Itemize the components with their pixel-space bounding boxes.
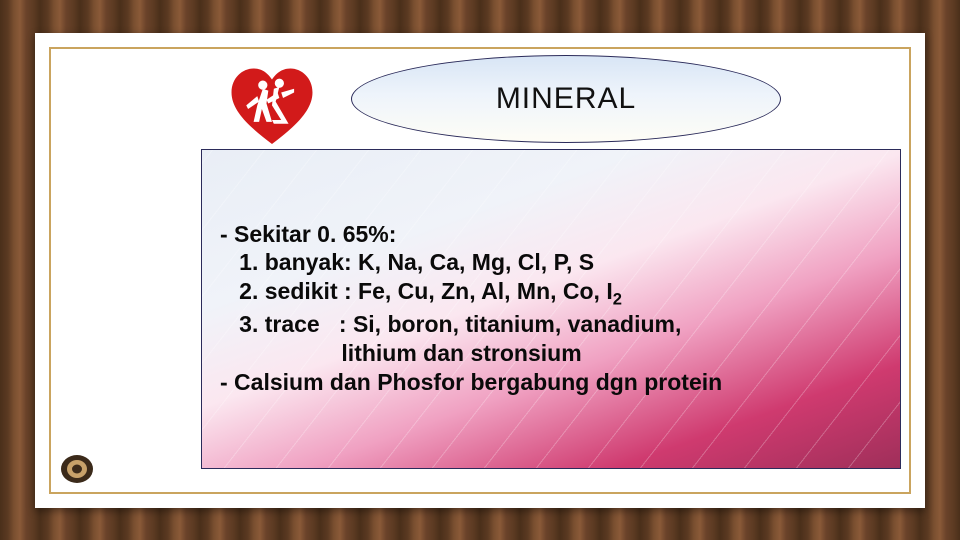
slide-title: MINERAL bbox=[496, 82, 636, 116]
heart-dancers-icon bbox=[226, 63, 318, 155]
outer-frame: MINERAL - Sekitar 0. 65%: 1. banyak: K, … bbox=[35, 33, 925, 508]
title-ellipse: MINERAL bbox=[351, 55, 781, 143]
content-box: - Sekitar 0. 65%: 1. banyak: K, Na, Ca, … bbox=[201, 149, 901, 469]
content-text: - Sekitar 0. 65%: 1. banyak: K, Na, Ca, … bbox=[220, 220, 882, 397]
corner-ornament-icon bbox=[59, 452, 95, 486]
inner-frame: MINERAL - Sekitar 0. 65%: 1. banyak: K, … bbox=[49, 47, 911, 494]
